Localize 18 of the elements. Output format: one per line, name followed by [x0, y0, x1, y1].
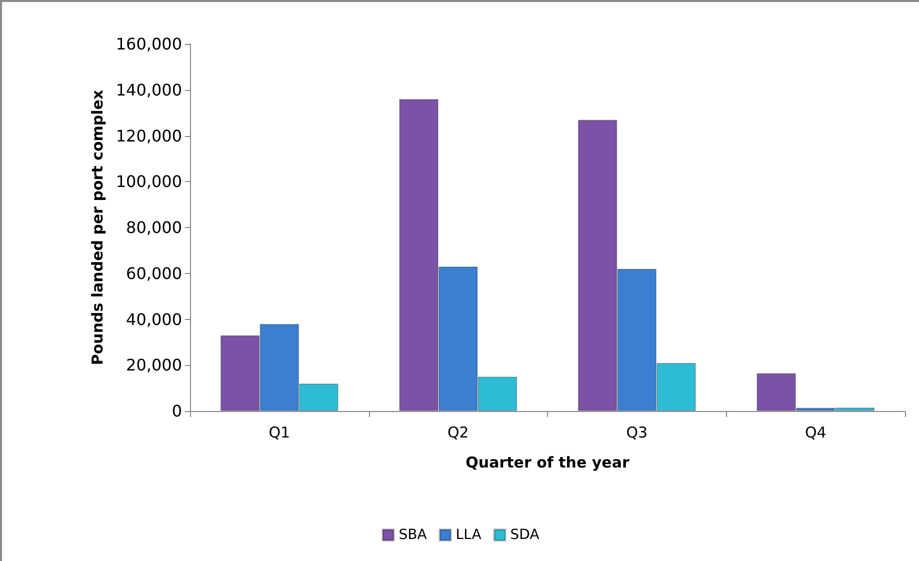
legend-label: SBA: [398, 527, 428, 543]
y-tick-label: 100,000: [116, 172, 182, 192]
x-axis-title: Quarter of the year: [466, 454, 630, 472]
y-tick-label: 120,000: [116, 126, 182, 146]
x-tick-label: Q4: [804, 424, 826, 442]
y-axis-title: Pounds landed per port complex: [88, 90, 106, 366]
legend-label: SDA: [510, 527, 540, 543]
y-tick-label: 60,000: [126, 264, 182, 283]
y-tick-label: 80,000: [126, 218, 182, 237]
legend-label: LLA: [456, 527, 482, 543]
y-tick-label: 20,000: [126, 356, 182, 375]
y-tick-label: 0: [172, 402, 182, 420]
y-tick-label: 160,000: [116, 34, 182, 54]
x-tick-label: Q3: [626, 424, 648, 442]
x-tick-label: Q1: [268, 424, 290, 442]
y-tick-label: 40,000: [126, 310, 182, 329]
y-tick-label: 140,000: [116, 80, 182, 100]
x-tick-label: Q2: [447, 424, 469, 442]
